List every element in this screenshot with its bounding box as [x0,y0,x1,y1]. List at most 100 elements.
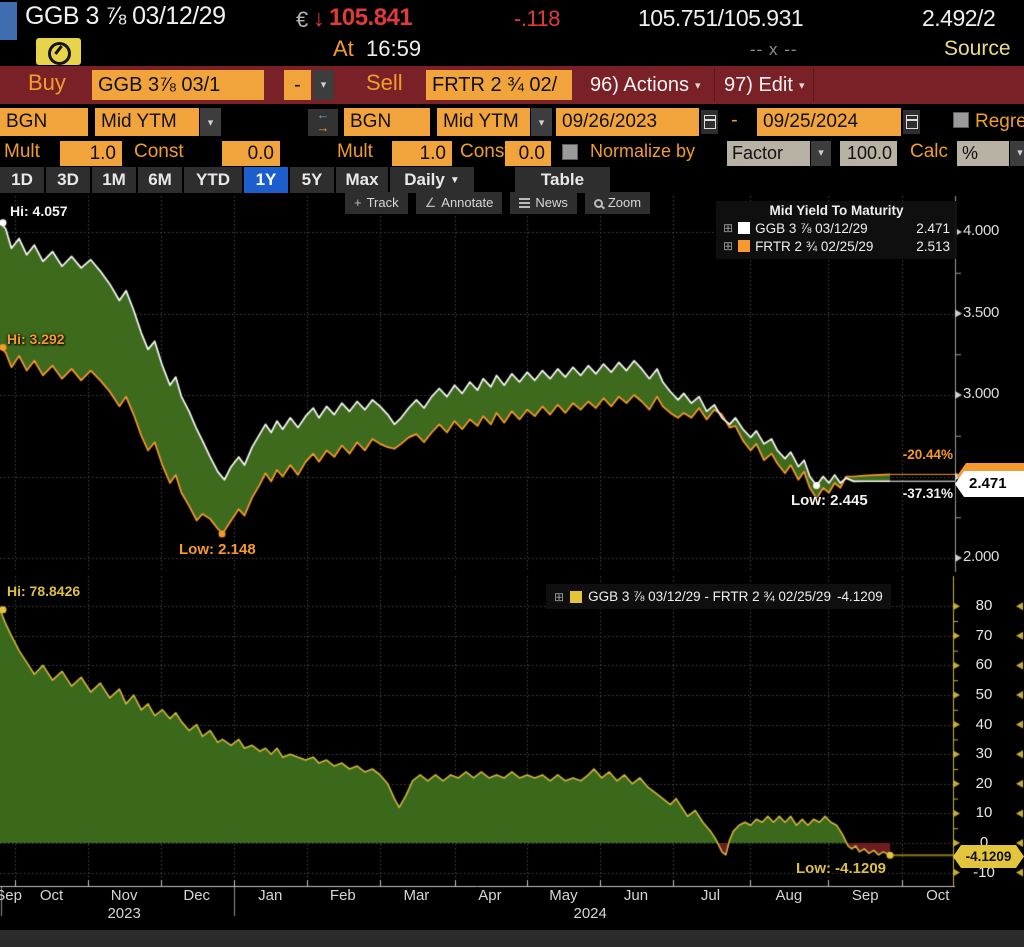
currency-symbol: € [296,7,309,32]
date-to-input[interactable]: 09/25/2024 [757,108,901,136]
normalize-checkbox[interactable] [562,144,578,160]
ggb-legend-name: GGB 3 ⅞ 03/12/29 [755,220,868,236]
period-tab-bar: Daily ▼ Table 1D 3D 1M 6M YTD 1Y 5Y Max [0,167,1024,193]
annotate-icon: ∠ [424,195,437,210]
divider [813,68,814,102]
news-icon [519,202,531,204]
const-left-input[interactable]: 0.0 [222,141,280,166]
expand-icon[interactable]: ⊞ [554,589,565,604]
regression-checkbox[interactable] [953,112,969,128]
bottom-strip [0,930,1024,947]
calc-mode-dropdown[interactable]: ▾ [1010,141,1024,166]
trade-bar: Buy GGB 3⅞ 03/1 - ▾ Sell FRTR 2 ¾ 02/ 96… [0,66,1024,104]
gauge-icon[interactable] [36,38,81,65]
zoom-icon [593,198,603,208]
mult-left-label: Mult [4,141,40,162]
mult-left-input[interactable]: 1.0 [60,141,122,166]
spread-legend[interactable]: ⊞ GGB 3 ⅞ 03/12/29 - FRTR 2 ¾ 02/25/29 -… [546,584,891,609]
date-from-input[interactable]: 09/26/2023 [556,108,699,136]
buy-label: Buy [28,70,66,95]
at-label: At [333,36,354,61]
mult-right-input[interactable]: 1.0 [392,141,452,166]
tab-period-5y[interactable]: 5Y [290,167,334,193]
left-pricing-source[interactable]: BGN [0,108,88,136]
tab-period-1y[interactable]: 1Y [244,167,288,193]
sell-security-input[interactable]: FRTR 2 ¾ 02/ [426,70,572,100]
ggb-legend-value: 2.471 [916,220,950,236]
expand-icon[interactable]: ⊞ [723,239,734,253]
right-field-select[interactable]: Mid YTM [437,108,530,136]
regression-label: Regres [975,111,1024,132]
tab-period-1m[interactable]: 1M [92,167,136,193]
ggb-last-value-badge: 2.471 [955,471,1024,497]
legend-row-frtr[interactable]: ⊞ FRTR 2 ¾ 02/25/29 2.513 [723,237,950,255]
right-field-dropdown[interactable]: ▾ [531,108,552,136]
tab-period-3d[interactable]: 3D [46,167,90,193]
right-pricing-source[interactable]: BGN [344,108,430,136]
const-right-input[interactable]: 0.0 [505,141,551,166]
spread-swatch-icon [570,590,583,603]
frtr-swatch-icon [738,240,751,252]
source-label: Source [944,37,1011,60]
daily-caret-icon: ▼ [449,175,460,186]
legend-row-ggb[interactable]: ⊞ GGB 3 ⅞ 03/12/29 2.471 [723,219,950,237]
normalize-label: Normalize by [590,141,696,161]
yield-legend-title: Mid Yield To Maturity [769,203,904,218]
tab-period-ytd[interactable]: YTD [184,167,242,193]
last-price: 105.841 [329,4,413,31]
last-trade-time: 16:59 [366,36,422,61]
tab-period-1d[interactable]: 1D [0,167,44,193]
bid-ask: 105.751/105.931 [638,5,804,31]
annotate-button[interactable]: ∠ Annotate [415,192,503,214]
actions-menu-button[interactable]: 96) Actions ▾ [590,74,701,96]
frtr-legend-value: 2.513 [916,238,950,254]
edit-menu-button[interactable]: 97) Edit ▾ [724,74,805,96]
edit-caret-icon: ▾ [798,80,805,92]
swap-left-arrow-icon: ← [316,107,330,122]
spread-operator-input[interactable]: - [284,70,311,100]
mult-right-label: Mult [337,141,373,162]
swap-right-arrow-icon: → [316,120,330,135]
const-right-label: Const [460,141,510,162]
security-title: GGB 3 ⅞ 03/12/29 [25,2,226,30]
price-down-arrow-icon: ↓ [313,5,325,31]
normalize-value-input[interactable]: 100.0 [840,141,897,166]
operator-dropdown[interactable]: ▾ [313,70,334,100]
buy-security-input[interactable]: GGB 3⅞ 03/1 [92,70,264,100]
sell-label: Sell [366,70,403,95]
expand-icon[interactable]: ⊞ [723,221,734,235]
source-bar: BGN Mid YTM ▾ ← → BGN Mid YTM ▾ 09/26/20… [0,106,1024,140]
yield-bid-ask: 2.492/2 [922,5,996,31]
left-field-select[interactable]: Mid YTM [95,108,199,136]
bid-ask-size: -- x -- [750,40,798,59]
tab-period-max[interactable]: Max [336,167,388,193]
tab-frequency-daily[interactable]: Daily ▼ [390,167,474,193]
actions-caret-icon: ▾ [694,80,701,92]
tab-period-6m[interactable]: 6M [138,167,182,193]
divider [714,68,715,102]
track-icon: + [354,195,362,210]
left-field-dropdown[interactable]: ▾ [200,108,221,136]
calc-label: Calc [910,141,949,162]
news-button[interactable]: News [510,192,577,214]
date-range-separator: - [731,109,738,131]
swap-securities-button[interactable]: ← → [308,107,338,136]
tab-table[interactable]: Table [515,167,610,193]
price-change: -.118 [514,6,561,31]
track-button[interactable]: + Track [345,192,408,214]
normalize-mode-select[interactable]: Factor [727,141,810,166]
title-bar: GGB 3 ⅞ 03/12/29 € ↓ 105.841 At 16:59 -.… [0,0,1024,66]
frtr-legend-name: FRTR 2 ¾ 02/25/29 [755,238,874,254]
calendar-from-icon[interactable] [701,110,718,134]
ggb-swatch-icon [738,222,751,234]
chart-toolbar: + Track ∠ Annotate News Zoom [345,192,651,214]
calc-mode-select[interactable]: % [957,141,1009,166]
spread-last-value-badge: -4.1209 [953,845,1024,868]
zoom-button[interactable]: Zoom [584,192,651,214]
calendar-to-icon[interactable] [903,110,920,134]
const-left-label: Const [134,141,184,162]
spread-legend-name: GGB 3 ⅞ 03/12/29 - FRTR 2 ¾ 02/25/29 [588,589,831,604]
factor-bar: Mult 1.0 Const 0.0 Mult 1.0 Const 0.0 No… [0,140,1024,167]
normalize-mode-dropdown[interactable]: ▾ [811,141,831,166]
